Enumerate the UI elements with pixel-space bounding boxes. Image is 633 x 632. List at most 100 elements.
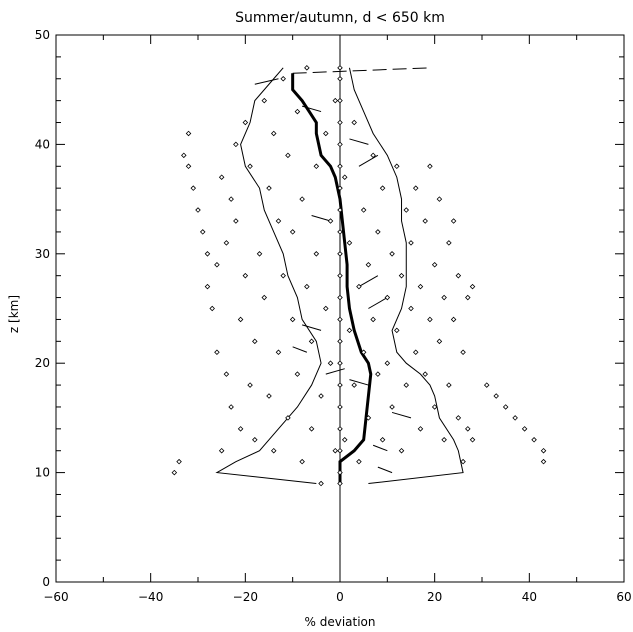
data-point: [228, 196, 234, 202]
dash-segment: [368, 297, 388, 309]
data-point: [256, 251, 263, 257]
y-tick-label: 20: [35, 356, 50, 370]
data-point: [493, 393, 499, 399]
data-point: [171, 469, 178, 476]
dash-segment: [358, 154, 379, 167]
data-point: [332, 447, 339, 454]
data-point: [214, 261, 220, 268]
data-point: [337, 65, 343, 71]
data-point: [313, 163, 320, 170]
data-point: [247, 163, 253, 170]
data-point: [436, 196, 443, 202]
data-point: [337, 469, 343, 476]
data-point: [460, 458, 466, 465]
data-point: [285, 415, 291, 421]
data-point: [181, 152, 187, 159]
y-tick-label: 30: [35, 247, 50, 261]
data-point: [252, 338, 258, 345]
data-point: [360, 207, 367, 213]
chart-title: Summer/autumn, d < 650 km: [235, 10, 445, 26]
data-point: [242, 119, 249, 126]
data-point: [455, 415, 462, 421]
data-point: [417, 426, 424, 432]
data-point: [318, 480, 324, 487]
data-point: [294, 108, 301, 115]
data-point: [375, 371, 381, 377]
data-point: [237, 316, 244, 323]
data-point: [379, 437, 386, 443]
dash-segment: [301, 324, 322, 331]
data-point: [412, 349, 419, 356]
data-point: [422, 371, 428, 377]
data-point: [337, 185, 343, 191]
data-point: [337, 316, 343, 323]
x-tick-label: −60: [43, 590, 68, 604]
data-point: [531, 437, 537, 443]
data-point: [247, 382, 253, 388]
data-point: [323, 305, 329, 312]
data-point: [308, 338, 315, 345]
data-point: [394, 327, 400, 334]
dash-segment: [311, 215, 331, 222]
data-point: [346, 240, 353, 246]
data-point: [242, 272, 249, 279]
dash-segment: [292, 346, 308, 353]
data-point: [252, 437, 258, 443]
data-point: [436, 338, 443, 345]
data-point: [223, 240, 230, 246]
data-point: [351, 382, 357, 388]
x-tick-label: −20: [233, 590, 258, 604]
data-point: [318, 393, 324, 399]
data-point: [408, 240, 414, 246]
data-point: [403, 382, 410, 388]
data-point: [365, 261, 372, 268]
data-point: [521, 426, 528, 432]
data-point: [337, 447, 343, 454]
data-point: [337, 272, 343, 279]
plot-area: [171, 35, 547, 582]
data-point: [190, 185, 197, 191]
data-point: [218, 447, 225, 454]
series-line-envelope-left: [215, 67, 322, 485]
data-point: [427, 316, 433, 323]
x-tick-label: 20: [427, 590, 442, 604]
data-point: [346, 327, 353, 334]
data-point: [199, 229, 206, 235]
data-point: [337, 119, 343, 126]
data-point: [379, 185, 386, 191]
data-point: [233, 141, 239, 148]
data-point: [270, 130, 277, 137]
data-point: [337, 163, 343, 170]
data-point: [446, 382, 452, 388]
data-point: [540, 458, 547, 465]
data-point: [351, 119, 357, 126]
data-point: [275, 218, 282, 224]
data-point: [266, 393, 272, 399]
dash-segment: [254, 78, 279, 85]
data-point: [313, 251, 320, 257]
data-point: [465, 426, 471, 432]
data-point: [337, 141, 343, 148]
data-point: [337, 480, 343, 487]
data-point: [384, 360, 391, 366]
data-point: [337, 251, 343, 257]
data-point: [294, 371, 301, 377]
dash-segment: [358, 275, 379, 288]
data-point: [441, 294, 447, 301]
data-point: [441, 437, 447, 443]
data-point: [337, 229, 343, 235]
data-point: [185, 163, 192, 170]
data-point: [275, 349, 282, 356]
x-tick-label: −40: [138, 590, 163, 604]
data-point: [502, 404, 509, 410]
data-point: [370, 316, 376, 323]
data-point: [337, 360, 343, 366]
data-point: [337, 404, 343, 410]
data-point: [398, 272, 405, 279]
x-tick-label: 40: [522, 590, 537, 604]
series-line-dashed-individual: [292, 67, 430, 74]
dash-segment: [349, 138, 369, 145]
data-point: [389, 251, 395, 257]
data-point: [422, 218, 428, 224]
